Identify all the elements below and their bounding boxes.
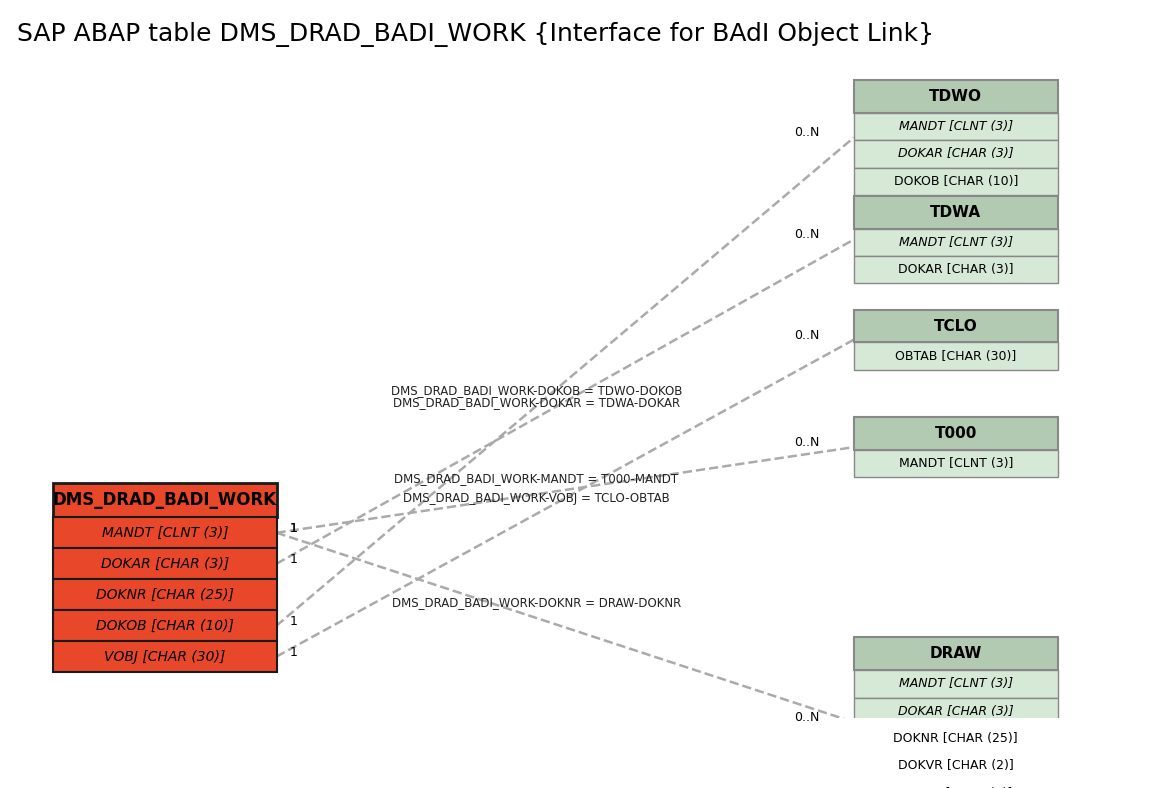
Bar (53, 579, 277, 610)
Text: 1: 1 (290, 645, 299, 659)
Text: MANDT [CLNT (3)]: MANDT [CLNT (3)] (899, 457, 1012, 470)
Text: TCLO: TCLO (934, 318, 978, 333)
Text: 0..N: 0..N (794, 329, 819, 342)
Text: 0..N: 0..N (794, 126, 819, 139)
Bar (854, 113, 1057, 140)
Bar (854, 343, 1057, 370)
Text: DOKTL [CHAR (3)]: DOKTL [CHAR (3)] (900, 786, 1012, 788)
Text: VOBJ [CHAR (30)]: VOBJ [CHAR (30)] (104, 649, 226, 663)
Text: MANDT [CLNT (3)]: MANDT [CLNT (3)] (899, 678, 1012, 690)
Text: DMS_DRAD_BADI_WORK-VOBJ = TCLO-OBTAB: DMS_DRAD_BADI_WORK-VOBJ = TCLO-OBTAB (403, 492, 670, 505)
Text: MANDT [CLNT (3)]: MANDT [CLNT (3)] (899, 236, 1012, 249)
Text: 0..N: 0..N (794, 711, 819, 724)
Text: DOKAR [CHAR (3)]: DOKAR [CHAR (3)] (898, 263, 1014, 276)
Text: SAP ABAP table DMS_DRAD_BADI_WORK {Interface for BAdI Object Link}: SAP ABAP table DMS_DRAD_BADI_WORK {Inter… (17, 22, 935, 47)
Text: 1: 1 (290, 552, 299, 566)
Bar (53, 482, 277, 517)
Bar (854, 697, 1057, 725)
Text: MANDT [CLNT (3)]: MANDT [CLNT (3)] (899, 120, 1012, 133)
Text: T000: T000 (935, 426, 977, 441)
Bar (854, 256, 1057, 283)
Bar (854, 168, 1057, 195)
Bar (854, 753, 1057, 779)
Bar (854, 637, 1057, 671)
Text: TDWA: TDWA (930, 205, 981, 220)
Text: 1: 1 (290, 522, 299, 535)
Bar (854, 80, 1057, 113)
Text: DMS_DRAD_BADI_WORK-DOKOB = TDWO-DOKOB: DMS_DRAD_BADI_WORK-DOKOB = TDWO-DOKOB (391, 384, 681, 397)
Bar (854, 310, 1057, 343)
Text: DOKNR [CHAR (25)]: DOKNR [CHAR (25)] (96, 588, 234, 602)
Text: DOKOB [CHAR (10)]: DOKOB [CHAR (10)] (893, 175, 1018, 188)
Text: 1: 1 (290, 522, 299, 535)
Bar (53, 610, 277, 641)
Text: DMS_DRAD_BADI_WORK: DMS_DRAD_BADI_WORK (53, 491, 277, 509)
Bar (854, 671, 1057, 697)
Text: DRAW: DRAW (929, 646, 982, 661)
Bar (53, 641, 277, 672)
Text: DOKAR [CHAR (3)]: DOKAR [CHAR (3)] (898, 704, 1014, 718)
Bar (53, 548, 277, 579)
Bar (854, 779, 1057, 788)
Bar (854, 417, 1057, 450)
Text: TDWO: TDWO (929, 89, 982, 104)
Text: DOKNR [CHAR (25)]: DOKNR [CHAR (25)] (893, 732, 1018, 745)
Text: DOKVR [CHAR (2)]: DOKVR [CHAR (2)] (898, 760, 1014, 772)
Bar (854, 450, 1057, 478)
Bar (854, 725, 1057, 753)
Text: OBTAB [CHAR (30)]: OBTAB [CHAR (30)] (896, 350, 1016, 362)
Text: 1: 1 (290, 615, 299, 627)
Bar (854, 140, 1057, 168)
Text: 0..N: 0..N (794, 229, 819, 241)
Text: DOKAR [CHAR (3)]: DOKAR [CHAR (3)] (101, 556, 229, 571)
Bar (854, 229, 1057, 256)
Bar (53, 517, 277, 548)
Text: DOKOB [CHAR (10)]: DOKOB [CHAR (10)] (96, 619, 234, 633)
Text: DMS_DRAD_BADI_WORK-DOKNR = DRAW-DOKNR: DMS_DRAD_BADI_WORK-DOKNR = DRAW-DOKNR (392, 596, 681, 609)
Text: DOKAR [CHAR (3)]: DOKAR [CHAR (3)] (898, 147, 1014, 161)
Text: MANDT [CLNT (3)]: MANDT [CLNT (3)] (102, 526, 228, 540)
Bar (854, 195, 1057, 229)
Text: DMS_DRAD_BADI_WORK-DOKAR = TDWA-DOKAR: DMS_DRAD_BADI_WORK-DOKAR = TDWA-DOKAR (392, 396, 680, 409)
Text: 0..N: 0..N (794, 436, 819, 449)
Text: DMS_DRAD_BADI_WORK-MANDT = T000-MANDT: DMS_DRAD_BADI_WORK-MANDT = T000-MANDT (395, 472, 678, 485)
